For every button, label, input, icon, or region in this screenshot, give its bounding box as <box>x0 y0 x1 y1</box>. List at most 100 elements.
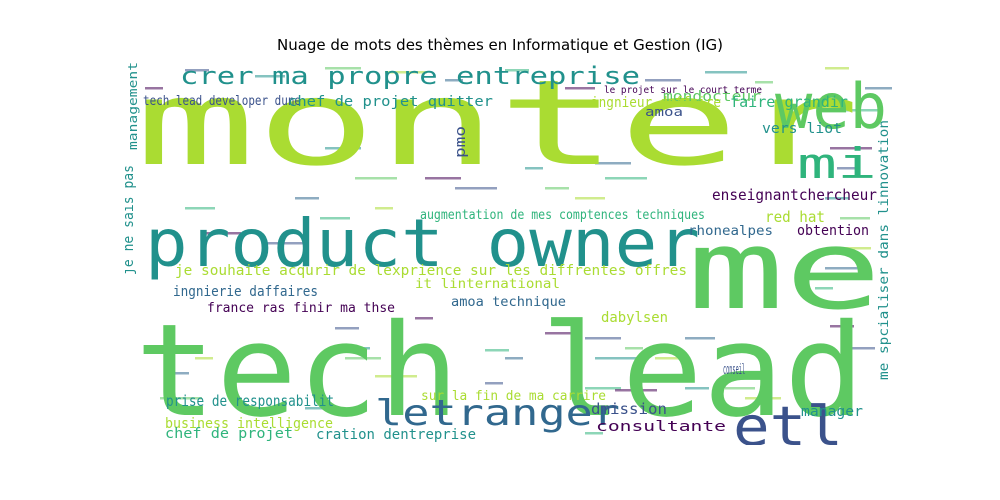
word-cloud: monter tech lead me product owner web mi etl le… <box>125 60 892 445</box>
filler-word-mark <box>645 79 681 82</box>
filler-word-mark <box>585 337 621 340</box>
filler-word-mark <box>485 382 503 385</box>
filler-word-mark <box>145 87 163 90</box>
word-ingnierie-daffaires: ingnierie daffaires <box>173 284 318 300</box>
word-web: web <box>775 70 887 143</box>
word-management: management <box>126 62 140 150</box>
filler-word-mark <box>415 317 433 320</box>
word-france-ras-finir-ma-thse: france ras finir ma thse <box>207 301 395 316</box>
word-sur-la-fin-de-ma-carrire: sur la fin de ma carrire <box>421 389 606 404</box>
filler-word-mark <box>375 207 393 210</box>
word-obtention: obtention <box>797 223 869 239</box>
filler-word-mark <box>595 162 631 165</box>
word-pmo: pmo <box>453 126 469 158</box>
filler-word-mark <box>305 407 341 410</box>
filler-word-mark <box>585 387 621 390</box>
filler-word-mark <box>165 372 189 375</box>
filler-word-mark <box>185 207 215 210</box>
filler-word-mark <box>625 347 643 350</box>
filler-word-mark <box>685 337 715 340</box>
filler-word-mark <box>545 332 575 335</box>
filler-word-mark <box>830 325 854 328</box>
filler-word-mark <box>565 87 595 90</box>
chart-title: Nuage de mots des thèmes en Informatique… <box>276 36 724 54</box>
filler-word-mark <box>685 387 709 390</box>
filler-word-mark <box>615 389 657 392</box>
filler-word-mark <box>185 69 209 72</box>
word-crer-ma-propre-entreprise: crer ma propre entreprise <box>180 62 640 90</box>
filler-word-mark <box>320 217 350 220</box>
filler-word-mark <box>355 177 397 180</box>
word-enseignantchercheur: enseignantchercheur <box>712 186 877 204</box>
word-monter: monter <box>135 60 860 192</box>
filler-word-mark <box>815 287 833 290</box>
filler-word-mark <box>845 347 875 350</box>
word-conseil: conseil <box>723 362 745 378</box>
filler-word-mark <box>845 109 881 112</box>
filler-word-mark <box>265 242 307 245</box>
filler-word-mark <box>445 79 463 82</box>
word-consultante: consultante <box>596 419 726 435</box>
word-faire-grandir: faire grandir <box>730 93 848 111</box>
filler-word-mark <box>835 247 871 250</box>
filler-word-mark <box>485 349 509 352</box>
word-me-spcialiser-dans-linnovation: me spcialiser dans linnovation <box>877 120 892 380</box>
word-letranger: letranger <box>375 393 620 434</box>
word-business-intelligence: business intelligence <box>165 416 333 432</box>
filler-word-mark <box>505 69 529 72</box>
word-tech-lead-developer-dune: tech lead developer dune <box>143 94 301 109</box>
filler-word-mark <box>545 187 569 190</box>
word-je-ne-sais-pas: je ne sais pas <box>125 165 137 275</box>
word-chef-de-projet: chef de projet <box>165 426 293 442</box>
filler-word-mark <box>505 357 523 360</box>
filler-word-mark <box>335 327 359 330</box>
filler-word-mark <box>830 147 872 150</box>
word-augmentation-de-mes-comptences-techniques: augmentation de mes comptences technique… <box>420 208 705 223</box>
filler-word-mark <box>825 197 849 200</box>
filler-word-mark <box>655 357 679 360</box>
filler-word-mark <box>825 267 867 270</box>
filler-word-mark <box>340 347 370 350</box>
word-dmission: dmission <box>591 400 667 418</box>
filler-word-mark <box>425 177 461 180</box>
filler-word-mark <box>705 71 747 74</box>
filler-word-mark <box>160 397 202 400</box>
filler-word-mark <box>295 197 319 200</box>
word-le-projet-sur-le-court-terme: le projet sur le court terme <box>604 85 762 96</box>
filler-word-mark <box>455 187 497 190</box>
filler-word-mark <box>725 387 755 390</box>
filler-word-mark <box>205 232 241 235</box>
word-product-owner: product owner <box>145 205 700 282</box>
word-chef-de-projet-quitter: chef de projet quitter <box>288 94 493 110</box>
word-dabylsen: dabylsen <box>601 310 668 326</box>
word-red-hat: red hat <box>765 208 825 226</box>
filler-word-mark <box>865 87 892 90</box>
word-je-souhaite-acqurir-de-lexprience-sur-les-diffrentes-offres: je souhaite acqurir de lexprience sur le… <box>175 263 687 279</box>
word-tech-lead: tech lead <box>135 297 865 445</box>
filler-word-mark <box>745 397 781 400</box>
filler-word-mark <box>525 167 543 170</box>
word-etl: etl <box>733 395 843 445</box>
filler-word-mark <box>840 217 870 220</box>
word-rhonealpes: rhonealpes <box>688 224 773 239</box>
word-amoa: amoa <box>645 105 683 119</box>
filler-word-mark <box>837 167 855 170</box>
word-cration-dentreprise: cration dentreprise <box>316 427 476 443</box>
filler-word-mark <box>585 432 603 435</box>
filler-word-mark <box>195 357 213 360</box>
word-me: me <box>687 206 882 334</box>
filler-word-mark <box>825 67 849 70</box>
filler-word-mark <box>755 81 773 84</box>
filler-word-mark <box>345 357 381 360</box>
word-vers-liot: vers liot <box>762 121 842 137</box>
word-amoa-technique: amoa technique <box>451 295 566 310</box>
filler-word-mark <box>375 375 417 378</box>
word-mondocteur: mondocteur <box>663 89 761 105</box>
word-ingnieur-daffaire: ingnieur daffaire <box>591 95 721 111</box>
filler-word-mark <box>385 71 427 74</box>
filler-word-mark <box>575 197 605 200</box>
filler-word-mark <box>605 177 647 180</box>
word-it-linternational: it linternational <box>415 277 560 292</box>
word-mi: mi <box>797 139 877 188</box>
